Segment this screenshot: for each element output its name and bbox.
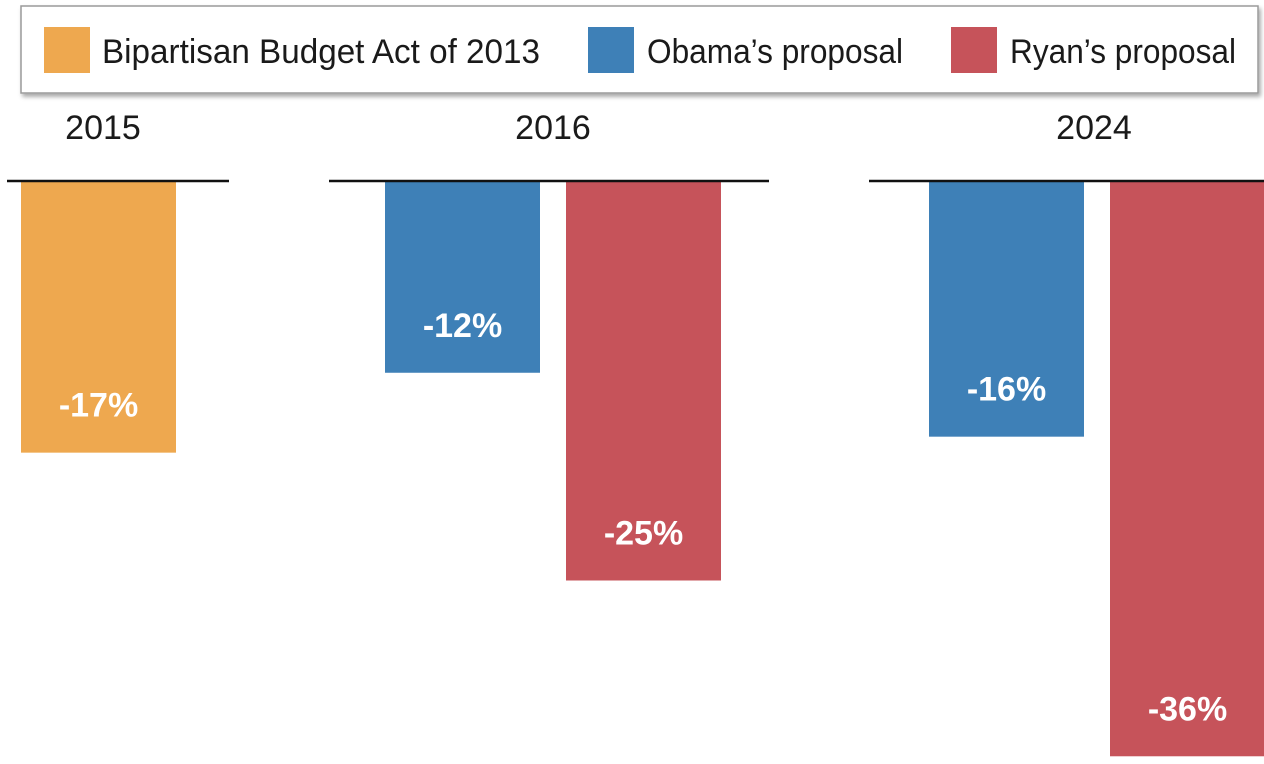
category-label-2016: 2016 [515,109,591,147]
bar-obama-2024 [929,181,1084,437]
bar-label-ryan-2016: -25% [604,515,683,553]
bar-label-ryan-2024: -36% [1148,690,1227,728]
bar-bipartisan-2015 [21,181,176,453]
legend-label-obama: Obama’s proposal [647,33,903,71]
bar-ryan-2016 [566,181,721,581]
category-label-2024: 2024 [1056,109,1132,147]
legend: Bipartisan Budget Act of 2013 Obama’s pr… [20,5,1259,94]
group-2016: -12% -25% 2016 [329,109,769,581]
group-2024: -16% -36% 2024 [869,109,1264,757]
legend-swatch-bipartisan [44,27,90,73]
bar-groups: -17% 2015 -12% -25% 2016 -16% -36% 2024 [7,109,1264,757]
bar-label-bipartisan-2015: -17% [59,387,138,425]
legend-label-ryan: Ryan’s proposal [1010,33,1236,71]
bar-label-obama-2016: -12% [423,307,502,345]
legend-swatch-ryan [951,27,997,73]
legend-label-bipartisan: Bipartisan Budget Act of 2013 [102,33,540,71]
bar-label-obama-2024: -16% [967,371,1046,409]
group-2015: -17% 2015 [7,109,229,453]
category-label-2015: 2015 [65,109,141,147]
bar-obama-2016 [385,181,540,373]
legend-box [20,5,1259,94]
legend-swatch-obama [588,27,634,73]
bar-ryan-2024 [1110,181,1264,757]
